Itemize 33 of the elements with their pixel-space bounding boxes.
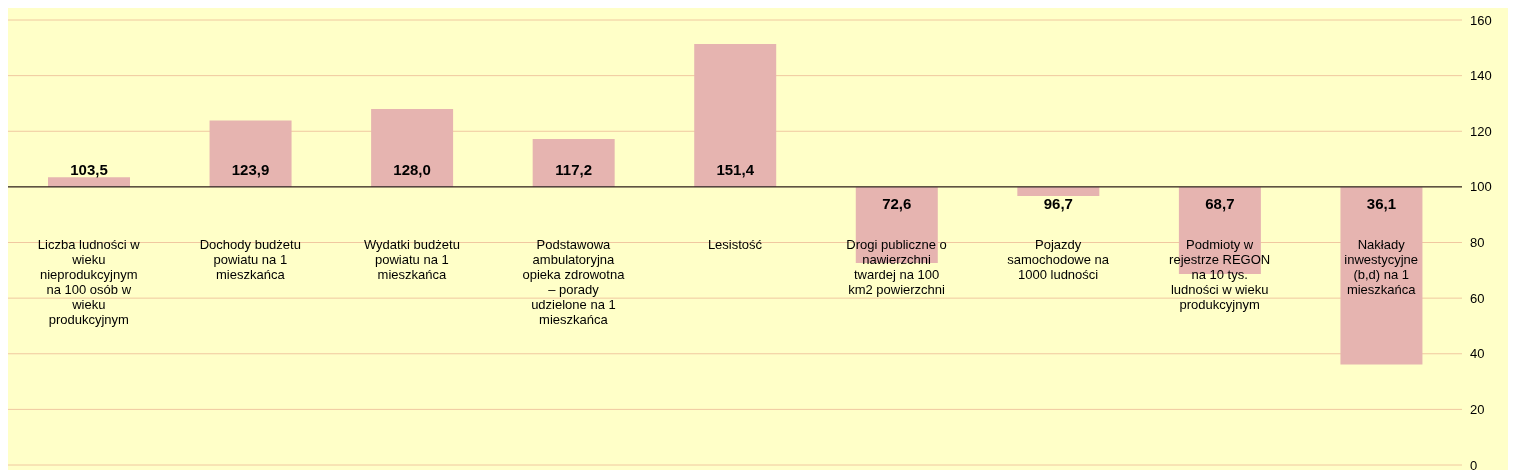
y-tick-label: 0 — [1470, 457, 1478, 473]
bar — [48, 177, 130, 187]
bar — [694, 43, 777, 187]
bar — [209, 120, 292, 187]
bar — [1340, 186, 1423, 365]
x-tick-label: Nakłady inwestycyjne (b,d) na 1 mieszkańca — [1344, 236, 1419, 297]
y-tick-label: 40 — [1470, 346, 1485, 362]
y-tick-label: 80 — [1470, 235, 1485, 251]
x-tick-label: Liczba ludności w wieku nieprodukcyjnym na 100 osób w wieku produkcyjnym — [37, 236, 141, 327]
y-tick-label: 100 — [1470, 179, 1492, 195]
x-tick-label: Pojazdy samochodowe na 1000 ludności — [1007, 236, 1110, 282]
y-tick-label: 20 — [1470, 401, 1485, 417]
data-label: 103,5 — [70, 160, 108, 178]
x-tick-label: Dochody budżetu powiatu na 1 mieszkańca — [199, 236, 301, 282]
data-label: 72,6 — [882, 194, 912, 212]
data-label: 123,9 — [231, 160, 270, 178]
x-tick-label: Drogi publiczne o nawierzchni twardej na 100 km2 powierzchni — [846, 236, 947, 297]
y-tick-label: 120 — [1470, 123, 1492, 139]
y-tick-label: 140 — [1470, 68, 1492, 84]
x-tick-label: Wydatki budżetu powiatu na 1 mieszkańca — [363, 236, 460, 282]
data-label: 68,7 — [1205, 194, 1235, 212]
data-label: 96,7 — [1043, 194, 1073, 212]
data-label: 117,2 — [555, 160, 593, 178]
y-tick-label: 160 — [1470, 12, 1492, 28]
x-tick-label: Podmioty w rejestrze REGON na 10 tys. ludności w wieku produkcyjnym — [1169, 236, 1271, 312]
y-tick-label: 60 — [1470, 290, 1485, 306]
bar — [371, 109, 454, 187]
bar — [532, 139, 615, 187]
x-tick-label: Lesistość — [707, 236, 763, 252]
data-label: 128,0 — [393, 160, 431, 178]
data-label: 151,4 — [716, 160, 755, 178]
data-label: 36,1 — [1366, 194, 1397, 212]
x-tick-label: Podstawowa ambulatoryjna opieka zdrowotna – porady udzielone na 1 mieszkańca — [522, 236, 626, 327]
